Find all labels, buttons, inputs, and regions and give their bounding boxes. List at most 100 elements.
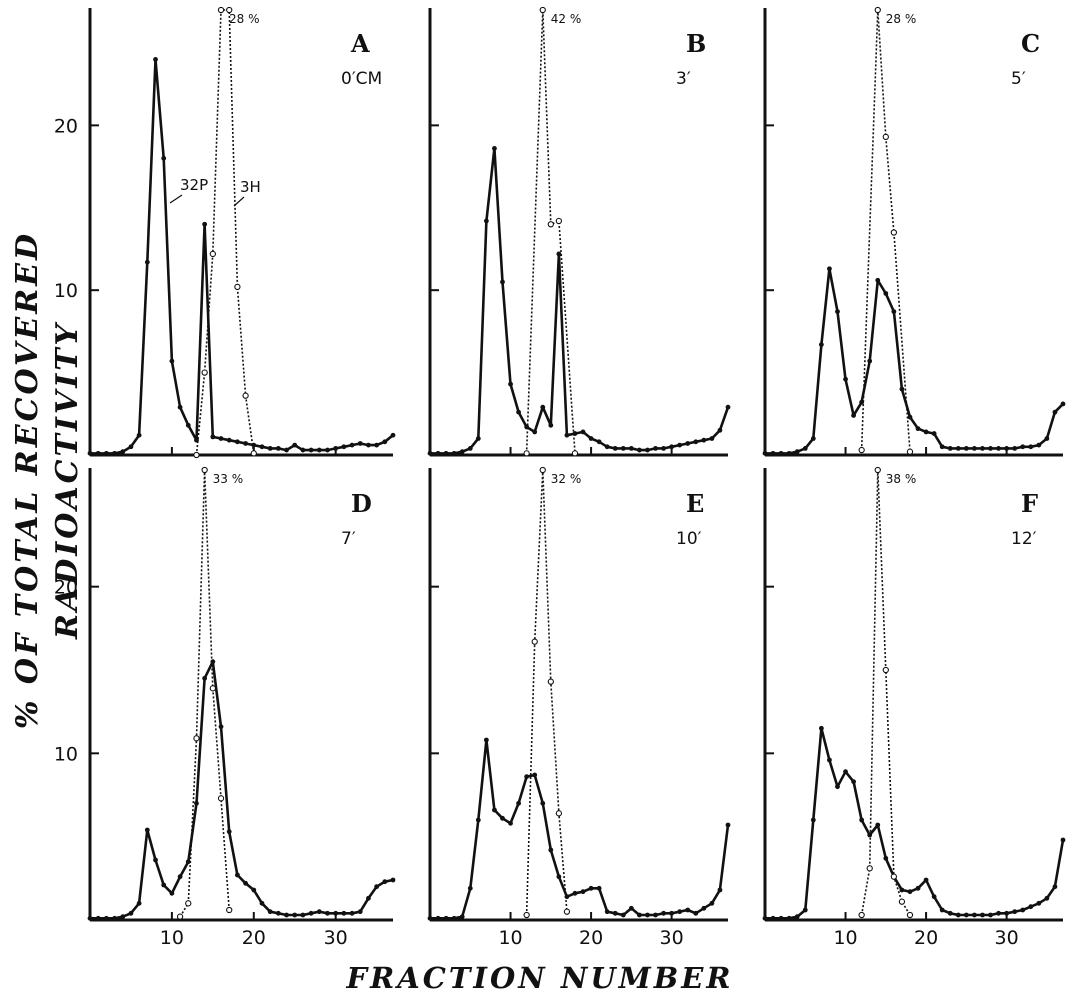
series-32p-point bbox=[267, 446, 273, 451]
series-32p-point bbox=[243, 880, 248, 886]
series-32p-point bbox=[112, 915, 117, 921]
series-32p-point bbox=[153, 57, 158, 62]
series-32p-point bbox=[243, 441, 248, 446]
series-32p-point bbox=[645, 912, 650, 918]
series-3h-line bbox=[860, 9, 911, 452]
series-32p-point bbox=[1060, 401, 1066, 407]
series-label-3h: 3H bbox=[240, 178, 261, 196]
series-32p-point bbox=[483, 218, 489, 224]
series-32p-point bbox=[451, 450, 457, 456]
series-32p-point bbox=[548, 847, 554, 853]
series-3h-line bbox=[525, 9, 576, 454]
panel-letter: B bbox=[686, 29, 706, 58]
series-32p-point bbox=[794, 914, 800, 920]
series-3h-point bbox=[906, 448, 914, 455]
series-32p-point bbox=[810, 817, 816, 823]
series-32p-point bbox=[883, 291, 889, 296]
series-3h-point bbox=[193, 735, 200, 742]
series-32p-point bbox=[259, 900, 265, 906]
series-32p-point bbox=[374, 884, 380, 890]
series-32p-point bbox=[210, 659, 216, 665]
series-32p-point bbox=[645, 447, 650, 453]
series-32p-point bbox=[770, 915, 776, 921]
series-32p-point bbox=[843, 376, 848, 382]
series-3h-point bbox=[890, 873, 898, 880]
series-32p-point bbox=[1044, 436, 1050, 441]
series-32p-line bbox=[765, 726, 1065, 920]
series-3h-point bbox=[209, 685, 216, 692]
series-32p-point bbox=[661, 910, 666, 916]
series-32p-point bbox=[709, 436, 715, 441]
series-3h-point bbox=[193, 451, 200, 459]
series-32p-point bbox=[778, 915, 784, 921]
series-32p-point bbox=[717, 887, 723, 893]
series-3h-point bbox=[250, 450, 257, 457]
series-32p-point bbox=[661, 446, 666, 451]
series-3h-point bbox=[201, 466, 208, 474]
series-32p-point bbox=[947, 910, 953, 916]
series-3h-point bbox=[242, 392, 249, 399]
series-32p-point bbox=[459, 914, 465, 920]
series-32p-point bbox=[604, 909, 610, 915]
series-32p-point bbox=[1012, 446, 1018, 451]
series-32p-point bbox=[548, 422, 554, 428]
series-32p-point bbox=[275, 910, 281, 916]
series-32p-point bbox=[1036, 900, 1042, 906]
series-32p-point bbox=[637, 447, 642, 453]
series-32p-point bbox=[875, 277, 881, 283]
x-tick-label: 30 bbox=[660, 927, 684, 949]
series-32p-point bbox=[899, 386, 905, 392]
x-tick-label: 30 bbox=[995, 927, 1019, 949]
series-32p-point bbox=[1060, 837, 1066, 843]
series-32p-point bbox=[628, 446, 634, 451]
panel-letter: C bbox=[1021, 29, 1040, 58]
series-32p-point bbox=[923, 877, 929, 883]
series-32p-point bbox=[366, 895, 371, 901]
series-32p-point bbox=[915, 426, 921, 432]
series-32p-point bbox=[161, 882, 167, 888]
series-32p-point bbox=[988, 912, 993, 918]
series-32p-point bbox=[1028, 904, 1034, 910]
x-tick-label: 20 bbox=[914, 927, 938, 949]
series-32p-point bbox=[717, 427, 723, 433]
series-3h-point bbox=[547, 678, 554, 685]
series-32p-point bbox=[540, 404, 546, 410]
series-3h-point bbox=[217, 795, 225, 802]
series-32p-point bbox=[939, 444, 945, 450]
series-32p-point bbox=[95, 450, 101, 456]
series-3h-point bbox=[890, 229, 898, 236]
series-32p-point bbox=[980, 912, 985, 918]
series-32p-point bbox=[508, 820, 513, 826]
series-32p-point bbox=[366, 442, 371, 448]
series-32p-point bbox=[136, 432, 142, 438]
series-32p-point bbox=[144, 259, 150, 265]
series-32p-point bbox=[802, 907, 808, 913]
series-32p-point bbox=[516, 800, 521, 806]
series-label-leader bbox=[233, 196, 245, 207]
series-32p-point bbox=[177, 874, 183, 880]
series-32p-point bbox=[292, 912, 298, 918]
series-32p-point bbox=[762, 915, 768, 921]
series-32p-point bbox=[357, 441, 363, 446]
series-32p-point bbox=[390, 432, 396, 438]
series-32p-point bbox=[443, 915, 449, 921]
series-32p-point bbox=[218, 724, 224, 730]
panel-letter: E bbox=[686, 489, 704, 518]
series-32p-point bbox=[693, 439, 699, 445]
series-32p-point bbox=[669, 910, 675, 916]
series-32p-point bbox=[770, 450, 776, 456]
series-3h-point bbox=[555, 217, 563, 225]
series-32p-point bbox=[467, 446, 473, 451]
series-32p-point bbox=[435, 915, 441, 921]
series-32p-line bbox=[430, 147, 730, 455]
series-32p-point bbox=[810, 436, 816, 441]
series-32p-point bbox=[161, 155, 167, 161]
series-32p-point bbox=[540, 800, 546, 806]
series-3h-point bbox=[874, 466, 881, 474]
series-32p-point bbox=[390, 877, 396, 883]
series-32p-point bbox=[620, 912, 626, 918]
x-tick-label: 30 bbox=[324, 927, 348, 949]
series-3h-point bbox=[555, 810, 563, 817]
